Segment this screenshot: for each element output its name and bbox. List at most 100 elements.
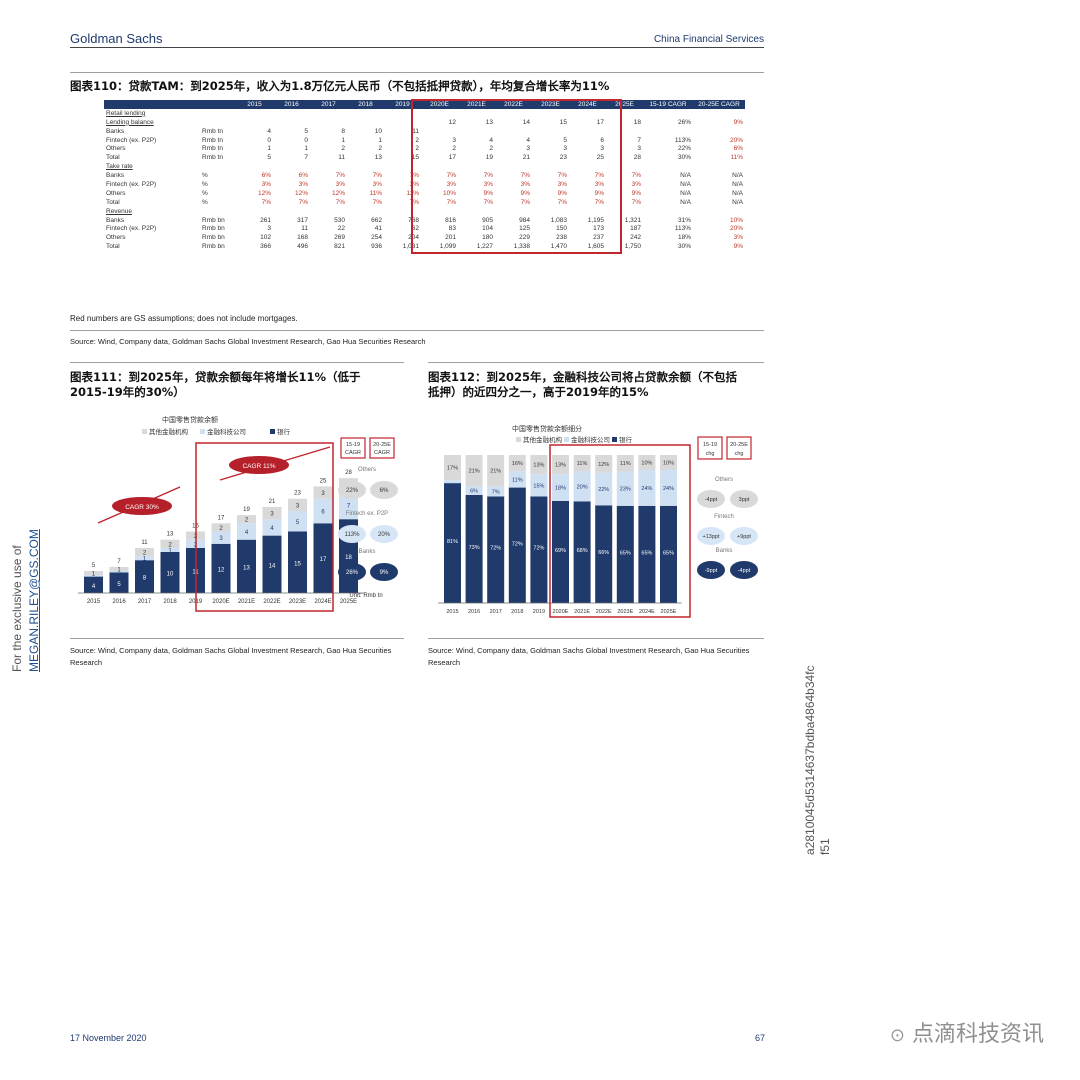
bar-others — [262, 506, 282, 520]
table-cell: Banks — [106, 216, 125, 224]
table-cell: 3 — [526, 145, 530, 153]
table-cell — [236, 207, 273, 216]
legend-swatch-banks — [270, 429, 275, 434]
table-cell: 19 — [485, 154, 493, 162]
table-cell: 15 — [559, 118, 567, 126]
x-tick-label: 2021E — [574, 609, 590, 615]
table-cell: 5 — [267, 154, 271, 162]
bar-others — [160, 539, 180, 548]
recipient-email-link[interactable]: MEGAN.RILEY@GS.COM — [27, 529, 41, 672]
table-cell: Fintech (ex. P2P) — [106, 180, 157, 188]
table-cell: 10 — [374, 127, 382, 135]
table-cell: N/A — [732, 189, 743, 197]
table-cell: 6% — [298, 172, 308, 180]
table-cell: 2 — [341, 145, 345, 153]
bar-others — [616, 455, 634, 472]
x-tick-label: 2024E — [639, 609, 655, 615]
exhibit112-title-line2: 抵押）的近四分之一，高于2019年的15% — [428, 385, 649, 399]
bar-label-banks: 10 — [167, 572, 174, 578]
side-header: 20-25E — [373, 442, 391, 448]
legend-swatch-fintech — [564, 437, 569, 442]
bar-label-banks: 14 — [269, 563, 276, 569]
bar-others — [487, 455, 505, 487]
table-cell — [273, 207, 310, 216]
bar-label-fintech: 1 — [168, 548, 172, 554]
bar-fintech — [660, 469, 677, 506]
bar-fintech — [211, 531, 231, 544]
x-tick-label: 2016 — [468, 609, 480, 615]
table-cell: Rmb bn — [202, 216, 225, 224]
table-cell: 12% — [257, 189, 271, 197]
bar-others — [288, 498, 307, 511]
bar-fintech — [444, 480, 461, 484]
legend-swatch-fintech — [200, 429, 205, 434]
table-cell: 3% — [557, 180, 567, 188]
recipient-email[interactable]: MEGAN.RILEY@GS.COM — [27, 529, 41, 672]
table-cell: 530 — [334, 216, 345, 224]
table-cell: 13 — [374, 154, 382, 162]
table-cell: 7% — [483, 198, 493, 206]
bar-label-fintech: 18% — [555, 486, 566, 492]
bar-label-fintech: 3 — [219, 536, 223, 542]
legend-label: 银行 — [277, 427, 291, 436]
bar-label-banks: 18 — [345, 555, 352, 561]
table-cell: 7% — [520, 172, 530, 180]
table-cell: 173 — [593, 225, 604, 233]
x-tick-label: 2015 — [87, 599, 101, 605]
side-pill-value: +13ppt — [703, 534, 720, 540]
divider — [70, 330, 764, 331]
bar-others — [638, 455, 656, 470]
table-header-cell: 2017 — [310, 100, 347, 109]
table-cell: 3% — [631, 180, 641, 188]
bar-label-others: 11% — [620, 461, 631, 467]
table-cell — [693, 162, 745, 171]
table-cell: 9% — [520, 189, 530, 197]
bar-label-others: 1 — [117, 567, 121, 573]
bar-banks — [444, 483, 461, 603]
table-row: Take rate — [104, 162, 745, 171]
table-row: Revenue — [104, 207, 745, 216]
table-cell: 7 — [304, 154, 308, 162]
bar-total-label: 13 — [167, 532, 174, 538]
exhibit110-source: Source: Wind, Company data, Goldman Sach… — [70, 337, 426, 346]
x-tick-label: 2016 — [112, 599, 126, 605]
bar-label-fintech: 5 — [296, 520, 300, 526]
table-row: Others% 12% 12% 12% 11% 11% 10% 9% 9% 9% 9% 9% N/A N/… — [104, 189, 745, 198]
side-header: chg — [735, 451, 744, 457]
bar-others — [135, 547, 154, 557]
source-line: Research — [428, 658, 461, 667]
table-cell: 6% — [261, 172, 271, 180]
bar-total-label: 17 — [218, 515, 225, 521]
legend-swatch-others — [142, 429, 147, 434]
table-cell: 3% — [594, 180, 604, 188]
table-cell: 1,031 — [402, 243, 419, 251]
table-cell: Others — [106, 145, 126, 153]
bar-label-fintech: 7% — [492, 489, 500, 495]
table-cell: N/A — [680, 172, 691, 180]
table-cell: 984 — [519, 216, 530, 224]
bar-label-banks: 65% — [663, 550, 674, 556]
side-pill-value: +9ppt — [737, 534, 751, 540]
bar-label-fintech: 7 — [347, 503, 351, 509]
bar-label-others: 21% — [469, 469, 480, 475]
bar-banks — [160, 552, 180, 593]
table-cell: 22 — [337, 225, 345, 233]
bar-others — [573, 455, 591, 472]
table-cell: 269 — [334, 234, 345, 242]
table-cell: 496 — [297, 243, 308, 251]
table-cell — [643, 207, 693, 216]
table-cell: 3% — [733, 234, 743, 242]
exhibit112-source: Source: Wind, Company data, Goldman Sach… — [428, 645, 749, 669]
side-pill — [730, 561, 758, 579]
x-tick-label: 2025E — [661, 609, 677, 615]
table-cell: N/A — [680, 189, 691, 197]
bar-total-label: 19 — [243, 507, 250, 513]
bar-banks — [573, 501, 591, 603]
bar-others — [530, 455, 548, 475]
bar-banks — [487, 496, 505, 603]
bar-fintech — [109, 571, 129, 573]
bar-fintech — [508, 471, 526, 488]
side-group-name: Fintech ex. P2P — [346, 511, 388, 517]
table-cell: 11% — [730, 154, 743, 162]
